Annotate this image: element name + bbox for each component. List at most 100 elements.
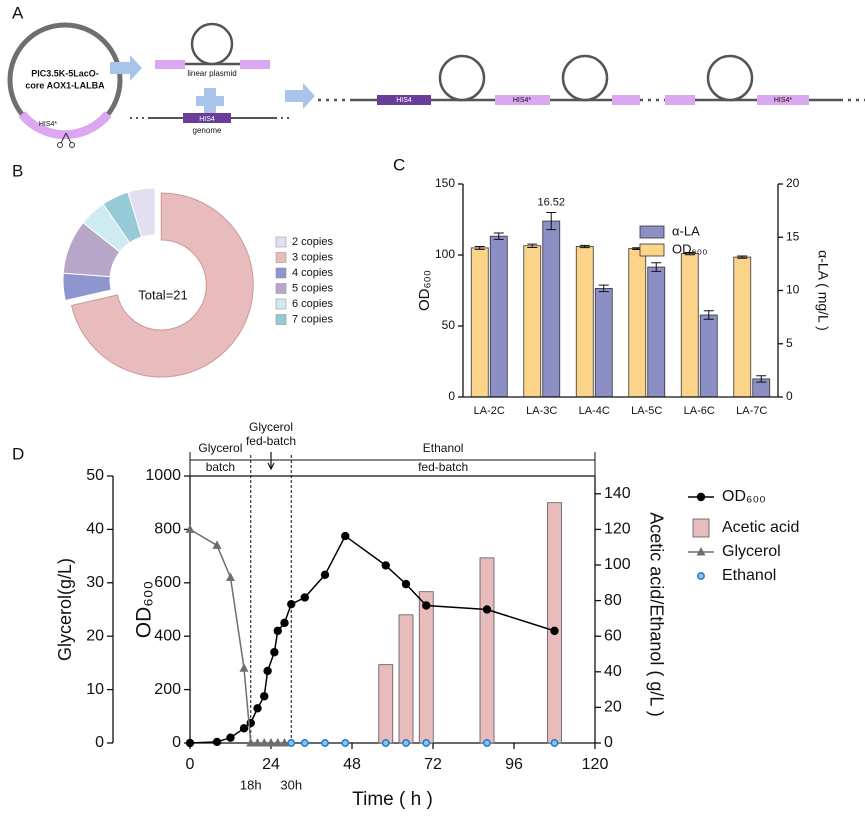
legend-swatch: [275, 283, 287, 294]
gene-label: HIS4*: [774, 97, 793, 104]
marker: [300, 739, 309, 747]
marker: [226, 572, 235, 581]
legend-marker: [696, 492, 706, 502]
bar: [489, 235, 508, 398]
loop: [190, 22, 234, 66]
marker: [259, 738, 269, 747]
y2-tick-label: 140: [604, 485, 631, 502]
marker: [270, 648, 279, 657]
legend-label: α-LA: [672, 223, 700, 238]
legend-marker: [697, 572, 705, 580]
loop: [561, 54, 609, 102]
error-bar: [756, 375, 767, 383]
legend-label: 6 copies: [292, 298, 333, 310]
marker: [402, 739, 410, 747]
phase-label: Ethanol: [423, 441, 464, 455]
marker: [341, 739, 350, 747]
marker: [212, 737, 222, 747]
legend-swatch: [275, 314, 287, 325]
legend-marker: [696, 547, 706, 556]
phase-label: batch: [206, 460, 235, 474]
genome-label: genome: [193, 126, 222, 135]
flank: [155, 60, 185, 69]
donut-slice: [62, 272, 112, 302]
y2-axis-label: Acetic acid/Ethanol ( g/L ): [646, 512, 666, 716]
bar: [479, 557, 495, 744]
plasmid-name: PIC3.5K-5LacO-: [31, 68, 99, 78]
marker: [341, 531, 350, 541]
marker: [263, 666, 272, 676]
value-label: 16.52: [537, 196, 565, 208]
y2-tick-label: 0: [604, 734, 613, 751]
y-tick-label: 50: [442, 318, 456, 332]
bar: [680, 253, 699, 398]
legend-label: 3 copies: [292, 251, 333, 263]
marker: [239, 724, 249, 733]
marker: [253, 738, 262, 747]
marker: [321, 739, 329, 747]
y3-tick-label: 0: [95, 734, 104, 751]
bar: [594, 287, 613, 398]
marker: [422, 601, 431, 610]
bar: [733, 256, 752, 398]
scissors: [69, 142, 75, 148]
legend-label: 5 copies: [292, 282, 333, 294]
error-bar: [598, 284, 609, 293]
marker: [280, 618, 289, 628]
legend-swatch: [275, 252, 287, 263]
donut-slice: [127, 187, 156, 238]
error-bar: [737, 255, 748, 259]
marker: [185, 524, 195, 533]
legend-label: OD₆₀₀: [672, 241, 708, 256]
gene-label: HIS4: [396, 97, 412, 104]
loop: [438, 54, 486, 102]
y-axis-label: OD₆₀₀: [133, 581, 156, 638]
bar: [647, 266, 666, 398]
y2-tick-label: 80: [604, 592, 622, 609]
y-tick-label: 150: [435, 176, 455, 190]
phase-label: fed-batch: [246, 434, 296, 448]
y-tick-label: 0: [172, 734, 181, 751]
panel-label: C: [393, 155, 405, 174]
panel-label: A: [12, 3, 24, 22]
y3-tick-label: 40: [86, 521, 104, 538]
marker: [273, 738, 283, 747]
bar: [547, 502, 562, 744]
y2-tick-label: 60: [604, 627, 622, 644]
y3-tick-label: 10: [86, 681, 104, 698]
legend-label: OD₆₀₀: [722, 488, 766, 505]
x-mark-label: 30h: [280, 777, 302, 792]
y3-tick-label: 20: [86, 627, 104, 644]
y2-tick-label: 40: [604, 663, 622, 680]
x-tick-label: 72: [424, 756, 442, 773]
y2-tick-label: 0: [786, 389, 793, 403]
y2-tick-label: 15: [786, 229, 800, 243]
legend-swatch: [275, 267, 287, 279]
marker: [550, 739, 559, 747]
y2-tick-label: 20: [786, 176, 800, 190]
plus: [196, 88, 224, 114]
marker: [422, 739, 431, 747]
marker: [280, 738, 289, 747]
y-tick-label: 600: [154, 574, 181, 591]
bar: [470, 247, 489, 398]
legend-label: Glycerol: [722, 543, 781, 560]
phase-arrow: [267, 452, 275, 471]
donut-slice: [70, 192, 254, 378]
x-tick-label: LA-2C: [474, 405, 505, 417]
y2-tick-label: 10: [786, 283, 800, 297]
bar: [523, 245, 542, 398]
y2-axis-label: α-LA ( mg/L ): [815, 250, 831, 331]
bar: [542, 220, 561, 398]
error-bar: [651, 262, 662, 272]
linear-plasmid-label: linear plasmid: [187, 69, 236, 78]
bar: [418, 591, 434, 744]
gene-box: [377, 95, 431, 105]
gene-label: HIS4: [199, 116, 215, 123]
marker: [287, 739, 296, 747]
legend-label: 4 copies: [292, 267, 333, 279]
panel-label: B: [12, 161, 23, 180]
marker: [260, 692, 269, 701]
marker: [320, 570, 330, 579]
